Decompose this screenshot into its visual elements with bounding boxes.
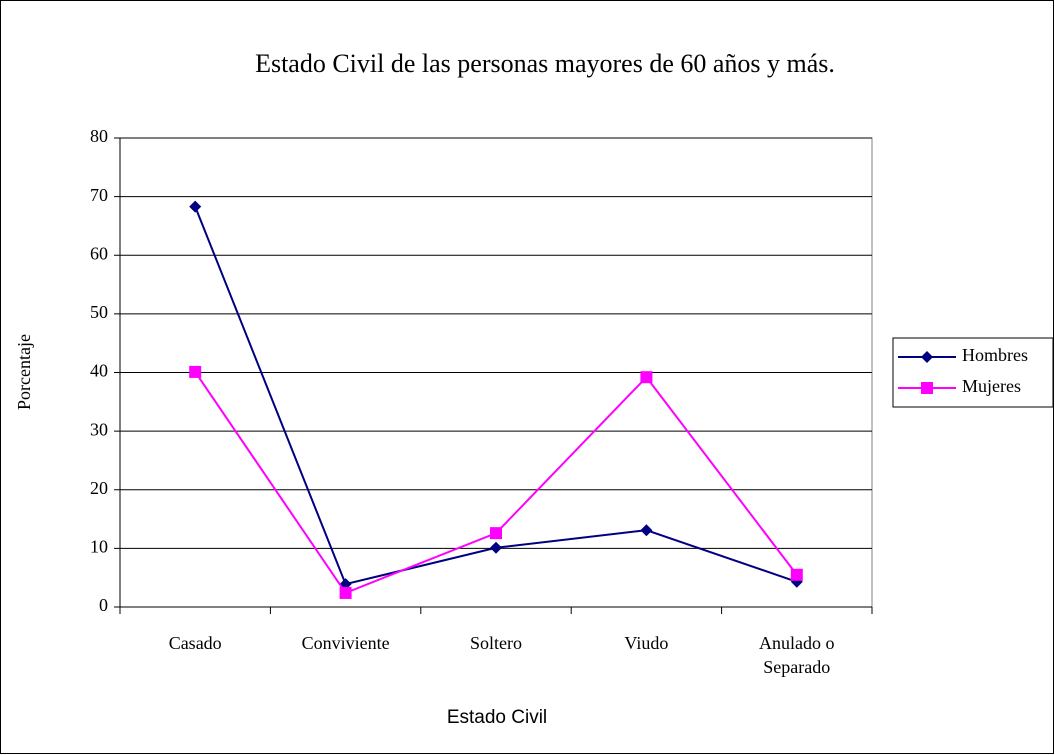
- data-point: [189, 200, 202, 213]
- y-tick-label: 10: [90, 537, 108, 557]
- legend-label: Mujeres: [962, 376, 1021, 396]
- x-tick-label: Casado: [168, 633, 222, 653]
- y-tick-label: 80: [90, 126, 108, 146]
- legend-label: Hombres: [962, 345, 1028, 365]
- x-tick-label: Viudo: [624, 633, 669, 653]
- y-tick-label: 0: [99, 595, 108, 615]
- data-point: [640, 371, 653, 384]
- x-axis-label: Estado Civil: [447, 707, 547, 728]
- legend-marker: [921, 351, 933, 363]
- chart-title: Estado Civil de las personas mayores de …: [255, 49, 835, 78]
- y-tick-label: 40: [90, 361, 108, 381]
- y-tick-label: 20: [90, 478, 108, 498]
- y-tick-label: 60: [90, 243, 108, 263]
- x-tick-label: Anulado o Separado: [759, 633, 835, 677]
- x-tick-label: Conviviente: [301, 633, 390, 653]
- data-point: [339, 586, 352, 599]
- data-point: [490, 541, 502, 554]
- data-point: [490, 527, 502, 540]
- y-tick-label: 50: [90, 302, 108, 322]
- data-point: [640, 524, 653, 537]
- data-point: [189, 365, 202, 378]
- y-axis-label: Porcentaje: [14, 334, 34, 410]
- y-tick-label: 30: [90, 419, 108, 439]
- data-point: [790, 568, 803, 581]
- legend-box: [892, 337, 1054, 408]
- legend-marker: [921, 382, 933, 394]
- y-tick-label: 70: [90, 185, 108, 205]
- x-tick-label: Soltero: [470, 633, 522, 653]
